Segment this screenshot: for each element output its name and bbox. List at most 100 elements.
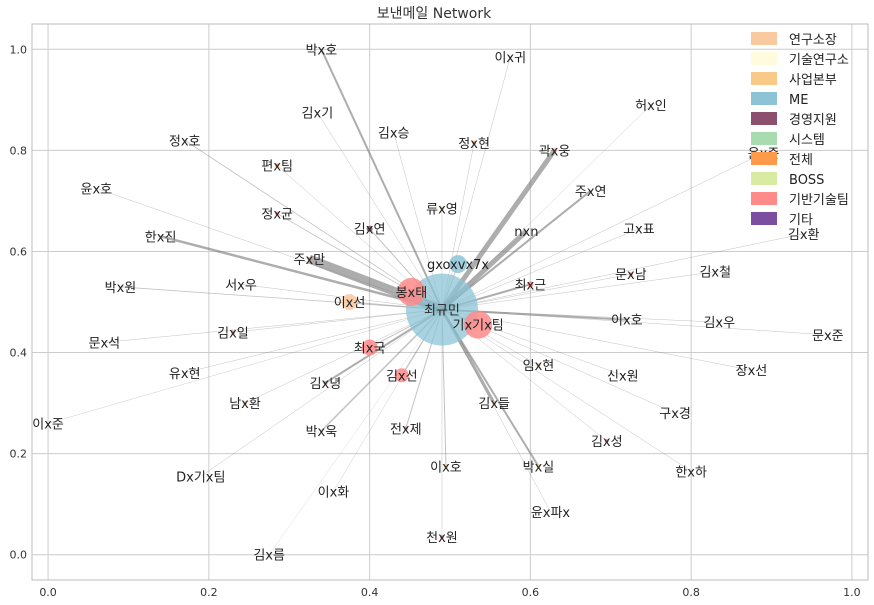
node-label: 정x호 — [169, 134, 201, 149]
legend-label: 기반기술팀 — [789, 193, 849, 208]
node-circle — [464, 310, 493, 339]
node-label: 주x연 — [575, 185, 607, 200]
node-label: 윤x파x — [531, 506, 571, 521]
node-label: 이x선 — [334, 296, 366, 311]
node-label: 김x기 — [302, 106, 334, 121]
chart-title: 보낸메일 Network — [377, 6, 492, 22]
legend-label: 기타 — [789, 213, 813, 228]
node-circle — [536, 363, 541, 368]
x-tick-label: 0.0 — [39, 586, 57, 599]
node-circle — [536, 464, 541, 469]
edge-line — [244, 309, 443, 404]
node-label: 구x경 — [659, 407, 691, 422]
legend-swatch — [751, 172, 777, 185]
node-label: 문x석 — [89, 336, 121, 351]
edge-line — [441, 309, 720, 323]
edge-line — [441, 309, 752, 371]
node-circle — [552, 148, 557, 153]
node-label: 천x원 — [426, 531, 458, 546]
edge-line — [48, 309, 443, 424]
node-label: 김x연 — [354, 223, 386, 238]
x-tick-label: 1.0 — [843, 586, 861, 599]
node-circle — [361, 339, 378, 356]
legend-label: 시스템 — [789, 133, 825, 148]
node-label: 한x진 — [145, 230, 177, 245]
axis-ticks: 0.0 0.2 0.4 0.6 0.8 1.0 0.0 0.2 0.4 0.6 0.8 1.0 — [10, 43, 861, 599]
legend-swatch — [751, 92, 777, 105]
grid — [32, 24, 868, 580]
node-label: 김x성 — [591, 435, 623, 450]
edge-line — [317, 112, 443, 310]
node-label: gxoxvx7x — [427, 258, 489, 273]
legend-swatch — [751, 212, 777, 225]
node-circle — [366, 225, 373, 232]
legend-label: 사업본부 — [789, 73, 837, 88]
node-label: 남x환 — [229, 397, 261, 412]
node-label: 김x녕 — [310, 377, 342, 392]
legend-swatch — [751, 192, 777, 205]
edge-line — [120, 286, 442, 310]
node-circle — [243, 401, 248, 406]
node-label: 박x원 — [105, 281, 137, 296]
node-label: 이x호 — [611, 314, 643, 329]
node-circle — [341, 294, 358, 310]
node-label: 편x팀 — [261, 160, 293, 175]
node-circle — [472, 140, 477, 145]
node-label: 이x호 — [430, 460, 462, 475]
y-tick-label: 0.4 — [10, 347, 28, 360]
node-label: 고x표 — [623, 223, 655, 238]
plot-frame — [31, 23, 869, 581]
edge-line — [320, 48, 443, 311]
edge-line — [441, 309, 551, 512]
node-label: 박x호 — [306, 43, 338, 58]
legend-swatch — [751, 152, 777, 165]
node-circle — [307, 257, 312, 262]
node-label: 정x현 — [458, 137, 490, 152]
legend-swatch — [751, 72, 777, 85]
legend-swatch — [751, 32, 777, 45]
node-label: 장x선 — [736, 364, 768, 379]
nodes — [230, 140, 633, 540]
node-circle — [275, 163, 280, 168]
node-label: 김x철 — [699, 266, 731, 281]
x-tick-label: 0.2 — [200, 586, 218, 599]
edge-line — [104, 309, 442, 343]
node-label: 곽x웅 — [539, 144, 571, 159]
node-label: 류x영 — [426, 202, 458, 217]
legend-swatch — [751, 52, 777, 65]
node-label: 유x현 — [169, 367, 201, 382]
node-circle — [604, 439, 609, 443]
node-label: 김x들 — [478, 397, 510, 412]
node-label: 김x승 — [378, 127, 410, 142]
node-label: 봉x태 — [396, 286, 428, 301]
edge-line — [184, 139, 443, 310]
node-circle — [439, 206, 444, 211]
edge-line — [269, 309, 443, 555]
legend-label: 연구소장 — [789, 33, 837, 48]
node-label: 서x우 — [225, 278, 257, 293]
node-label: 한x하 — [675, 465, 707, 480]
edge-line — [160, 235, 443, 311]
legend-swatch — [751, 112, 777, 125]
node-label: 주x만 — [294, 253, 326, 268]
node-label: 허x인 — [635, 99, 667, 114]
node-label: 박x욱 — [306, 425, 338, 440]
node-label: 윤x호 — [80, 182, 112, 197]
node-circle — [275, 211, 280, 216]
node-circle — [403, 426, 408, 431]
node-label: 이x화 — [318, 486, 350, 501]
legend-label: 기술연구소 — [789, 53, 849, 68]
node-circle — [394, 368, 409, 383]
x-tick-label: 0.8 — [682, 586, 700, 599]
node-label: Dx기x팀 — [176, 470, 225, 485]
edge-line — [441, 233, 804, 310]
node-label: 정x균 — [261, 208, 293, 223]
node-circle — [323, 380, 328, 385]
y-tick-label: 0.2 — [10, 448, 28, 461]
edge-line — [441, 309, 828, 336]
node-label: 문x준 — [812, 329, 844, 344]
node-circle — [230, 330, 235, 335]
node-label: 최규민 — [424, 304, 460, 319]
